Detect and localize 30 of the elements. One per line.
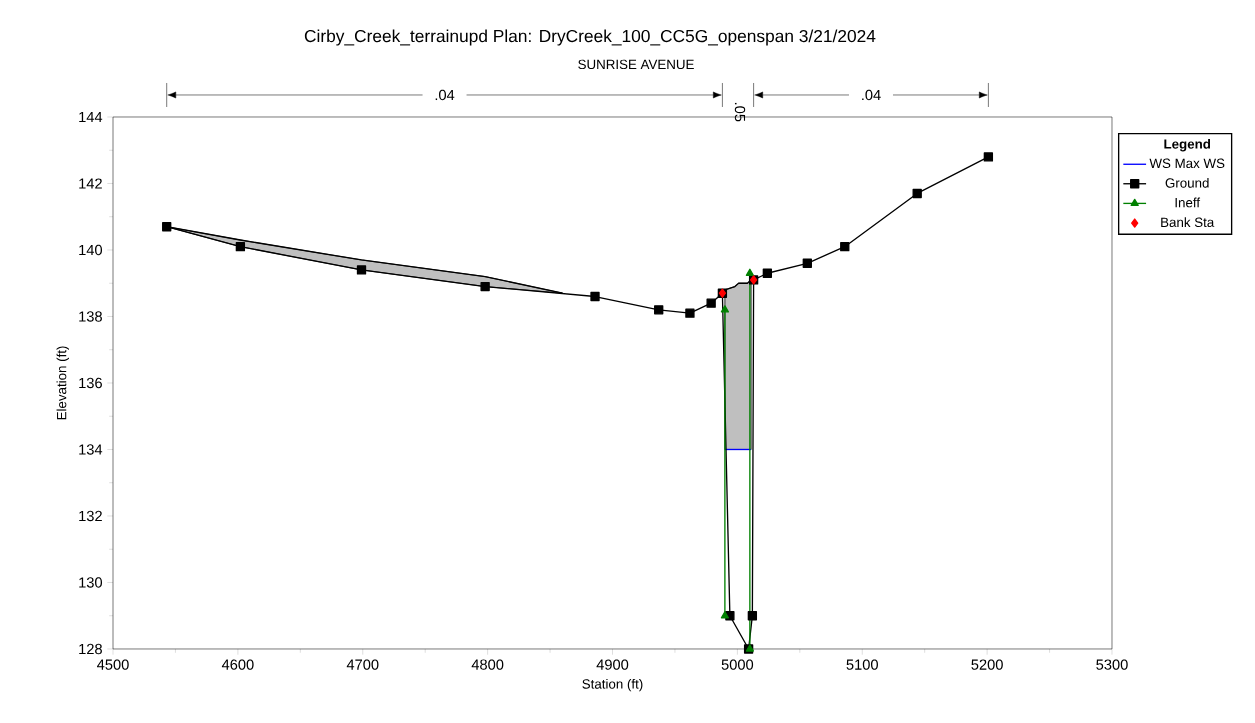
y-tick-label: 142 (79, 178, 102, 189)
x-axis-title: Station (ft) (582, 678, 643, 692)
y-tick-label: 130 (79, 577, 103, 588)
y-axis-title: Elevation (ft) (56, 346, 69, 420)
x-tick-label: 5200 (971, 659, 1003, 670)
x-tick-label: 4600 (221, 659, 254, 670)
y-tick-label: 136 (79, 377, 102, 389)
x-tick-label: 4700 (346, 659, 379, 670)
text: .04 (862, 89, 881, 101)
chart-title: Cirby_Creek_terrainupd Plan: DryCreek_100_CC5G_openspan 3/21/2024 (304, 29, 876, 46)
chart-subtitle: SUNRISE AVENUE (578, 59, 694, 70)
y-tick-label: 132 (79, 510, 102, 522)
legend-label: Ground (1165, 177, 1209, 188)
legend-label: Ineff (1175, 197, 1201, 208)
y-tick-label: 138 (79, 311, 102, 322)
x-tick-label: 4500 (97, 659, 129, 670)
y-tick-label: 134 (79, 444, 103, 455)
y-tick-label: 140 (79, 244, 103, 256)
x-tick-label: 5300 (1096, 659, 1128, 670)
y-tick-label: 144 (79, 111, 103, 123)
x-tick-label: 4900 (596, 659, 629, 670)
legend-title: Legend (1164, 138, 1211, 152)
text: .04 (435, 89, 455, 101)
legend-label: WS Max WS (1149, 158, 1225, 169)
y-tick-label: 128 (79, 643, 102, 655)
annotation: .05 (734, 102, 746, 122)
x-tick-label: 5000 (721, 659, 754, 670)
x-tick-label: 4800 (471, 659, 504, 670)
x-tick-label: 5100 (846, 659, 878, 670)
legend-label: Bank Sta (1161, 217, 1215, 228)
